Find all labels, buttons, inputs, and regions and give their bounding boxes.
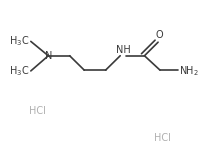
Text: HCl: HCl: [153, 133, 169, 143]
Text: NH: NH: [115, 45, 130, 55]
Text: H$_3$C: H$_3$C: [8, 65, 29, 78]
Text: N: N: [44, 51, 52, 61]
Text: O: O: [155, 30, 162, 40]
Text: H$_3$C: H$_3$C: [8, 34, 29, 48]
Text: NH$_2$: NH$_2$: [179, 64, 198, 78]
Text: HCl: HCl: [29, 106, 46, 116]
